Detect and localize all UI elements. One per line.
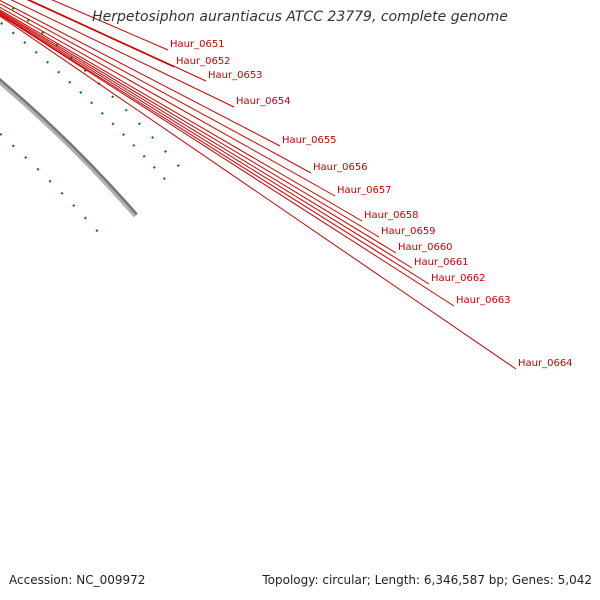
gene-label-9: Haur_0659	[381, 226, 436, 237]
gene-label-6: Haur_0656	[313, 162, 368, 173]
gene-leader-line-1	[51, 0, 169, 51]
gene-label-14: Haur_0664	[518, 358, 573, 369]
gene-label-1: Haur_0651	[170, 39, 225, 50]
gene-label-8: Haur_0658	[364, 210, 419, 221]
gene-leader-line-5	[0, 0, 281, 147]
gene-label-12: Haur_0662	[431, 273, 486, 284]
gene-label-5: Haur_0655	[282, 135, 337, 146]
gene-leader-line-4	[10, 0, 235, 108]
gene-leader-line-9	[0, 10, 380, 238]
inner-dotted-ring	[0, 132, 108, 242]
gene-leader-line-14	[0, 15, 517, 370]
gene-leader-line-13	[0, 14, 455, 307]
gene-label-10: Haur_0660	[398, 242, 453, 253]
gene-leader-line-3	[28, 0, 207, 82]
gene-label-7: Haur_0657	[337, 185, 392, 196]
gene-leader-line-8	[0, 9, 363, 222]
gene-label-11: Haur_0661	[414, 257, 469, 268]
gene-leader-line-11	[0, 13, 413, 269]
gene-leader-line-2	[26, 0, 175, 68]
accession-text: Accession: NC_009972	[9, 573, 146, 587]
gene-leader-line-10	[0, 12, 397, 254]
gene-leader-line-12	[0, 14, 430, 285]
genome-stats-text: Topology: circular; Length: 6,346,587 bp…	[262, 573, 592, 587]
gene-label-2: Haur_0652	[176, 56, 231, 67]
gene-label-13: Haur_0663	[456, 295, 511, 306]
gene-label-3: Haur_0653	[208, 70, 263, 81]
gene-leader-line-6	[0, 3, 312, 174]
gene-leader-line-7	[0, 6, 336, 197]
gene-label-4: Haur_0654	[236, 96, 291, 107]
map-title: Herpetosiphon aurantiacus ATCC 23779, co…	[92, 9, 508, 25]
backbone-ring-shadow	[0, 78, 138, 217]
backbone-ring	[0, 81, 136, 218]
